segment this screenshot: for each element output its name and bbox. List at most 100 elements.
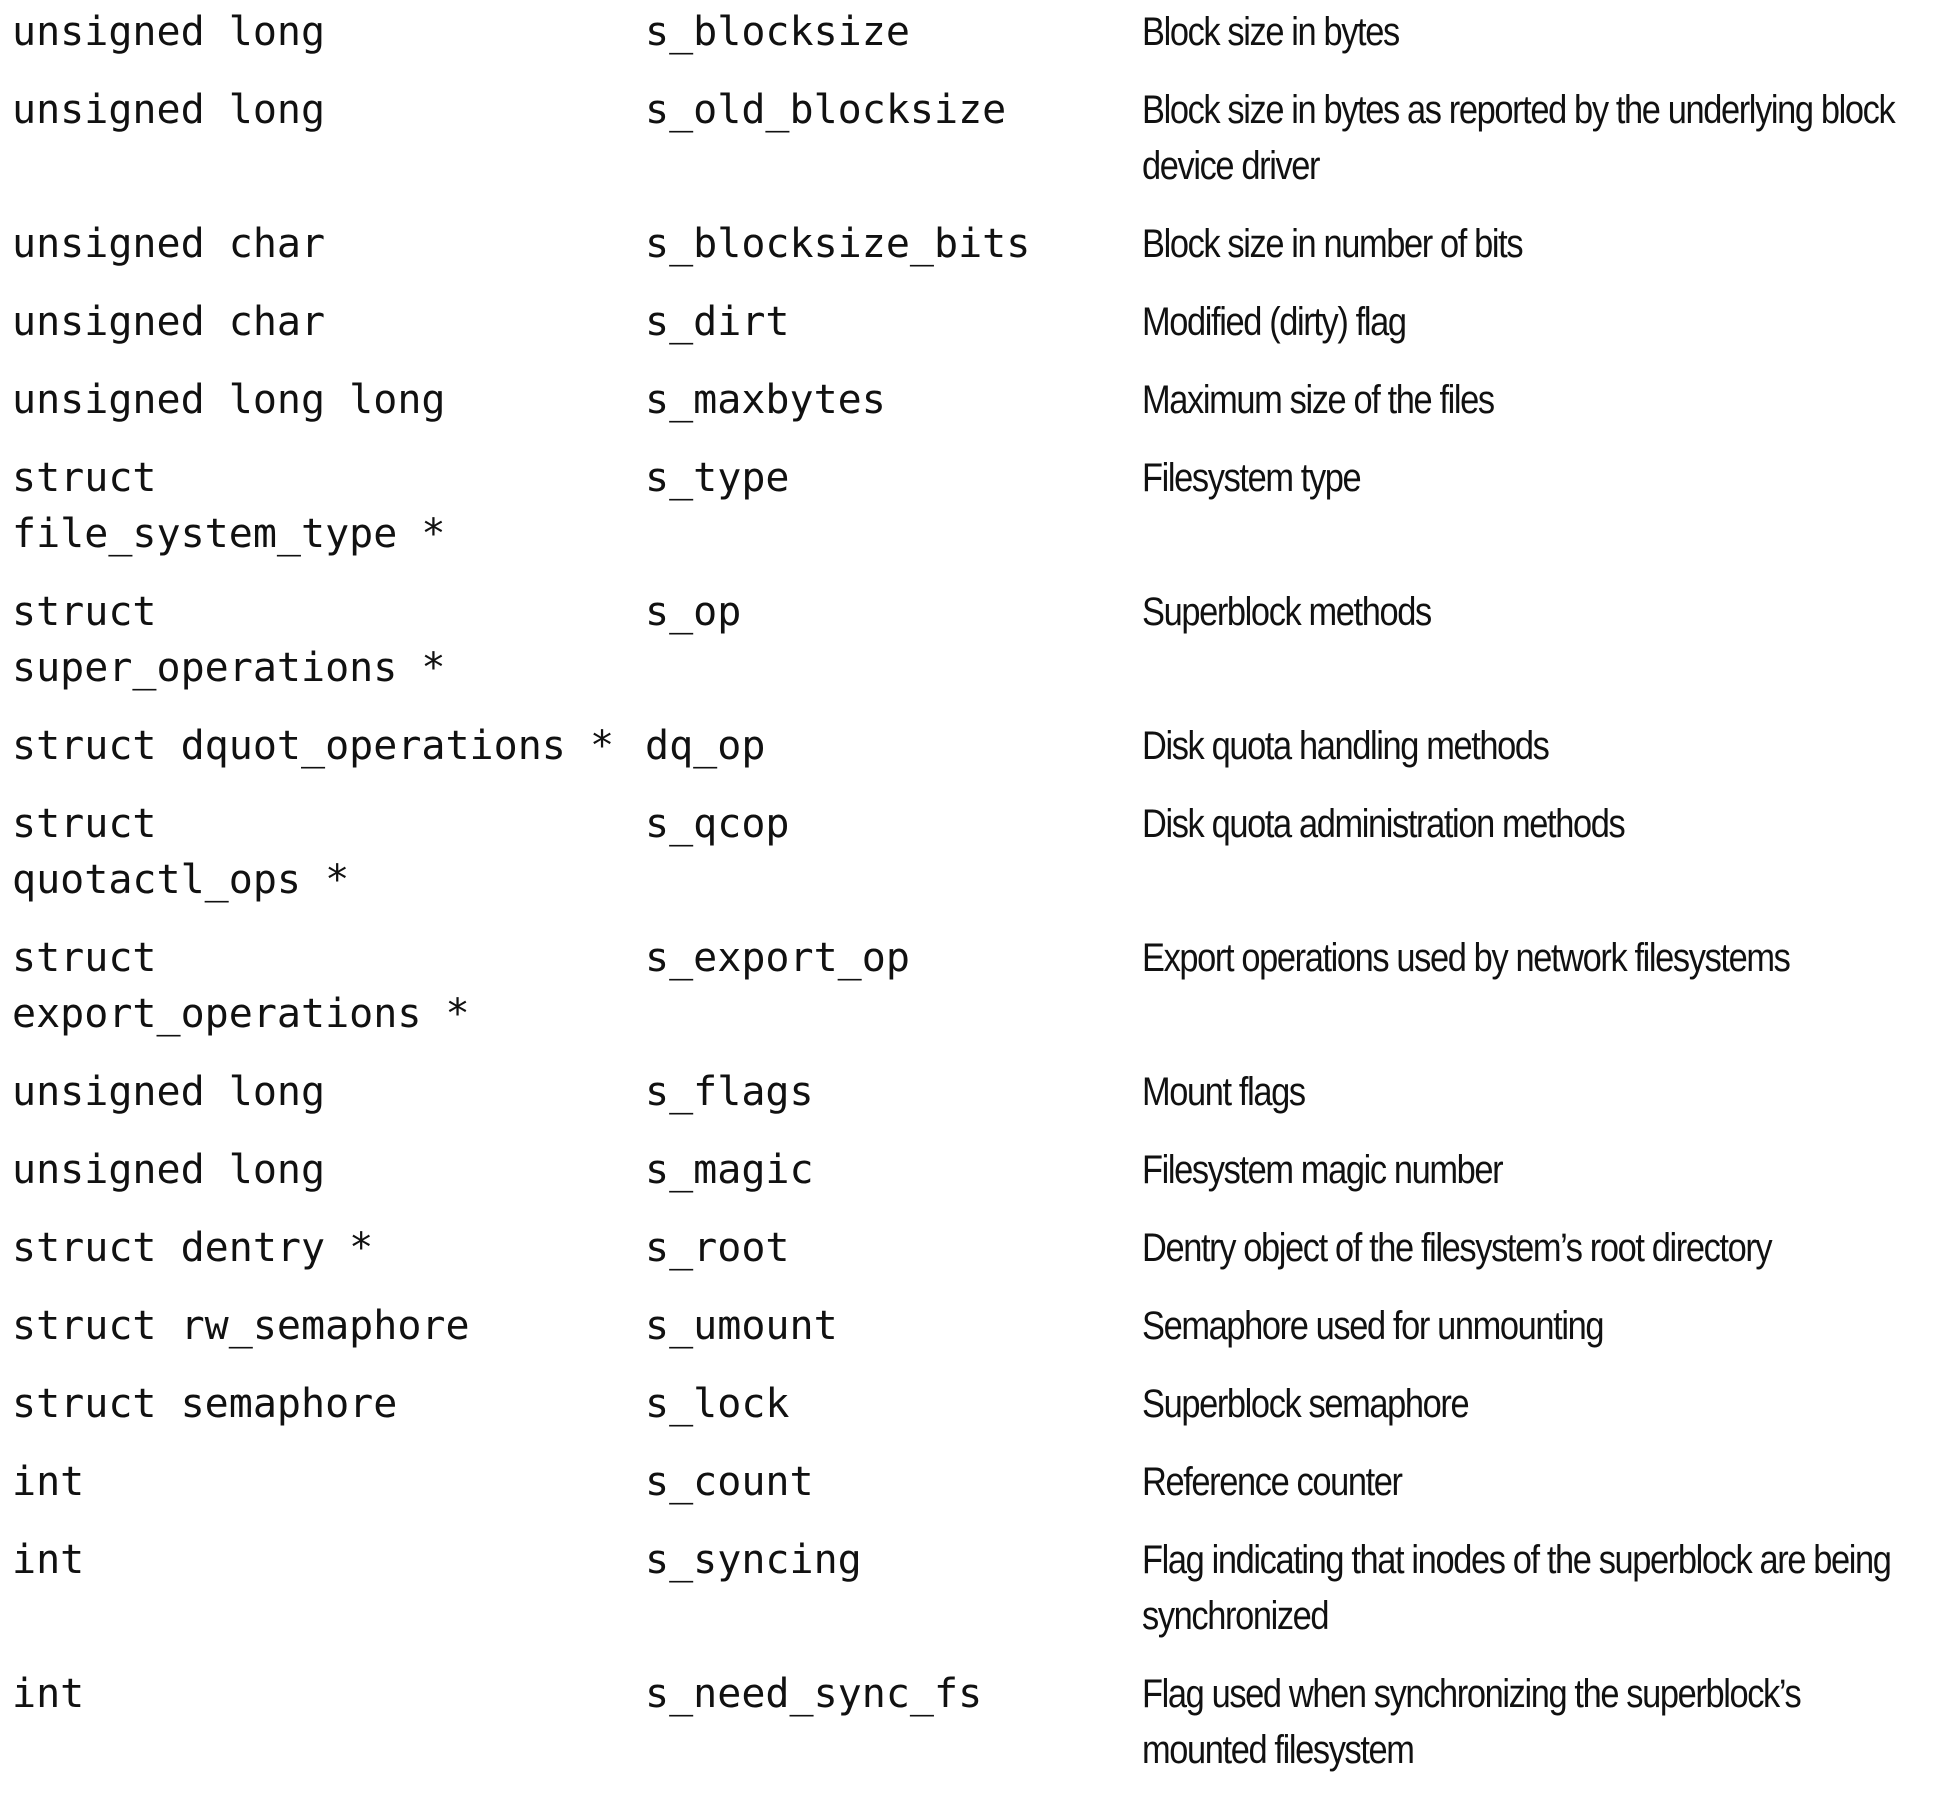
description-text: Dentry object of the filesystem’s root d… [1142,1226,1773,1270]
type-cell: struct rw_semaphore [12,1294,645,1372]
field-cell: s_type [645,455,790,501]
description-cell: Semaphore used for unmounting [1142,1294,1912,1372]
table-row: struct file_system_type * s_type Filesys… [12,446,1912,580]
type-cell: unsigned long [12,1138,645,1216]
field-cell: s_count [645,1459,814,1505]
description-cell: Block size in number of bits [1142,212,1912,290]
type-text: int [12,1537,85,1583]
description-text: Disk quota handling methods [1142,724,1550,768]
description-text: Mount flags [1142,1070,1306,1114]
description-text: Superblock methods [1142,590,1432,634]
table-row: struct dentry * s_root Dentry object of … [12,1216,1912,1294]
description-cell: Superblock methods [1142,580,1912,714]
field-cell: s_magic [645,1147,814,1193]
type-cell: unsigned long [12,78,645,212]
description-text: Flag used when synchronizing the superbl… [1142,1672,1802,1772]
table-row: unsigned long s_magic Filesystem magic n… [12,1138,1912,1216]
type-cell: struct super_operations * [12,580,645,714]
description-text: Block size in bytes as reported by the u… [1142,88,1896,188]
type-cell: struct file_system_type * [12,446,645,580]
table-row: struct dquot_operations * dq_op Disk quo… [12,714,1912,792]
type-cell: unsigned long [12,1060,645,1138]
type-text: struct quotactl_ops * [12,801,350,903]
field-cell: dq_op [645,723,766,769]
description-cell: Export operations used by network filesy… [1142,926,1912,1060]
type-text: unsigned char [12,221,326,267]
description-text: Modified (dirty) flag [1142,300,1407,344]
table-row: unsigned long s_flags Mount flags [12,1060,1912,1138]
description-cell: Block size in bytes as reported by the u… [1142,78,1912,212]
description-cell: Dentry object of the filesystem’s root d… [1142,1216,1912,1294]
field-cell: s_op [645,589,742,635]
description-cell: Superblock semaphore [1142,1372,1912,1450]
table-row: unsigned long long s_maxbytes Maximum si… [12,368,1912,446]
description-text: Filesystem magic number [1142,1148,1504,1192]
field-cell: s_flags [645,1069,814,1115]
type-text: struct dquot_operations * [12,723,615,769]
field-cell: s_blocksize [645,9,910,55]
type-text: struct dentry * [12,1225,374,1271]
table-row: unsigned long s_blocksize Block size in … [12,0,1912,78]
table-row: struct quotactl_ops * s_qcop Disk quota … [12,792,1912,926]
type-text: int [12,1459,85,1505]
field-cell: s_maxbytes [645,377,886,423]
type-cell: unsigned long long [12,368,645,446]
superblock-fields-table: unsigned long s_blocksize Block size in … [12,0,1912,1796]
type-text: struct semaphore [12,1381,398,1427]
description-text: Superblock semaphore [1142,1382,1470,1426]
type-text: struct super_operations * [12,589,446,691]
table-row: int s_need_sync_fs Flag used when synchr… [12,1662,1912,1796]
type-cell: struct semaphore [12,1372,645,1450]
type-text: struct export_operations * [12,935,470,1037]
description-text: Flag indicating that inodes of the super… [1142,1538,1892,1638]
field-cell: s_dirt [645,299,790,345]
type-text: unsigned long [12,9,326,55]
field-cell: s_lock [645,1381,790,1427]
type-text: unsigned long long [12,377,446,423]
type-cell: struct export_operations * [12,926,645,1060]
description-cell: Flag used when synchronizing the superbl… [1142,1662,1912,1796]
description-text: Reference counter [1142,1460,1403,1504]
table-row: unsigned char s_dirt Modified (dirty) fl… [12,290,1912,368]
field-cell: s_old_blocksize [645,87,1007,133]
field-cell: s_blocksize_bits [645,221,1031,267]
table-row: unsigned char s_blocksize_bits Block siz… [12,212,1912,290]
type-text: struct rw_semaphore [12,1303,470,1349]
description-cell: Reference counter [1142,1450,1912,1528]
description-text: Export operations used by network filesy… [1142,936,1791,980]
type-text: unsigned long [12,1069,326,1115]
type-cell: struct dquot_operations * [12,714,645,792]
field-cell: s_root [645,1225,790,1271]
description-text: Maximum size of the files [1142,378,1495,422]
description-cell: Block size in bytes [1142,0,1912,78]
description-cell: Filesystem magic number [1142,1138,1912,1216]
type-text: unsigned long [12,87,326,133]
description-cell: Flag indicating that inodes of the super… [1142,1528,1912,1662]
table-row: int s_count Reference counter [12,1450,1912,1528]
field-cell: s_qcop [645,801,790,847]
description-cell: Filesystem type [1142,446,1912,580]
field-cell: s_umount [645,1303,838,1349]
type-text: unsigned char [12,299,326,345]
field-cell: s_need_sync_fs [645,1671,983,1717]
table-row: struct rw_semaphore s_umount Semaphore u… [12,1294,1912,1372]
description-text: Filesystem type [1142,456,1362,500]
field-cell: s_syncing [645,1537,862,1583]
table-row: struct super_operations * s_op Superbloc… [12,580,1912,714]
description-cell: Mount flags [1142,1060,1912,1138]
table-body: unsigned long s_blocksize Block size in … [12,0,1912,1796]
description-cell: Disk quota handling methods [1142,714,1912,792]
table-row: struct export_operations * s_export_op E… [12,926,1912,1060]
type-text: int [12,1671,85,1717]
description-cell: Maximum size of the files [1142,368,1912,446]
type-cell: struct quotactl_ops * [12,792,645,926]
type-text: unsigned long [12,1147,326,1193]
type-cell: struct dentry * [12,1216,645,1294]
description-text: Disk quota administration methods [1142,802,1626,846]
table-row: unsigned long s_old_blocksize Block size… [12,78,1912,212]
type-text: struct file_system_type * [12,455,446,557]
description-text: Block size in bytes [1142,10,1400,54]
type-cell: unsigned long [12,0,645,78]
table-row: struct semaphore s_lock Superblock semap… [12,1372,1912,1450]
description-text: Semaphore used for unmounting [1142,1304,1605,1348]
